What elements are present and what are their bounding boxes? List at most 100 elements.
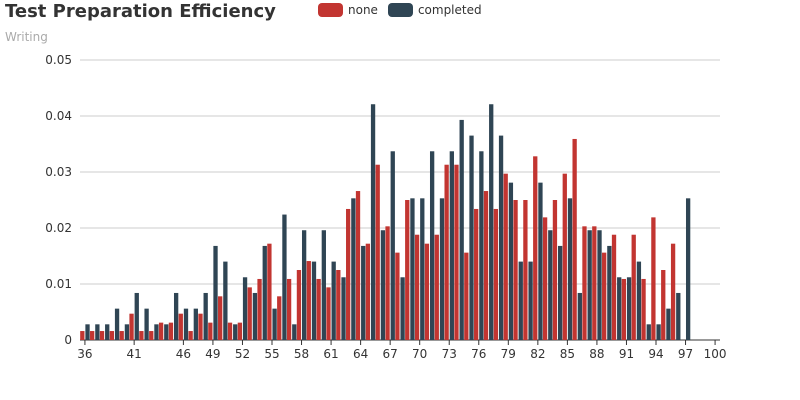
bar-none (149, 331, 154, 340)
bar-completed (173, 292, 179, 340)
x-tick-label: 79 (501, 347, 516, 361)
bar-completed (233, 324, 238, 340)
bar-none (493, 208, 499, 340)
bar-completed (124, 324, 130, 340)
legend-item-completed[interactable]: completed (387, 3, 482, 17)
x-tick-label: 41 (127, 347, 142, 361)
bar-none (316, 278, 321, 340)
y-tick-label: 0 (64, 333, 72, 347)
x-tick-label: 82 (530, 347, 545, 361)
bar-none (237, 322, 243, 340)
bar-completed (95, 324, 100, 340)
bar-none (257, 278, 262, 340)
bar-none (80, 331, 85, 340)
bar-completed (183, 308, 189, 340)
bar-none (582, 226, 587, 340)
bar-completed (301, 230, 307, 340)
bar-completed (380, 230, 386, 340)
bar-none (119, 331, 124, 340)
bar-none (592, 226, 597, 340)
bar-none (562, 173, 567, 340)
bar-completed (410, 198, 415, 340)
bar-completed (144, 308, 149, 340)
x-tick-label: 64 (353, 347, 368, 361)
bar-none (602, 252, 607, 340)
bar-none (405, 200, 410, 340)
bar-completed (587, 230, 592, 340)
bar-none (533, 156, 538, 340)
bar-completed (626, 277, 632, 340)
x-tick-label: 94 (648, 347, 663, 361)
bar-completed (292, 324, 297, 340)
bar-none (444, 164, 449, 340)
legend-label-completed: completed (417, 3, 482, 17)
x-tick-label: 91 (619, 347, 634, 361)
bar-none (651, 217, 656, 340)
bar-completed (498, 135, 504, 340)
bar-completed (656, 324, 661, 340)
bar-completed (557, 245, 563, 340)
bar-completed (361, 245, 366, 340)
bar-completed (685, 198, 691, 340)
bar-completed (607, 245, 612, 340)
bar-none (670, 243, 676, 340)
x-tick-label: 36 (77, 347, 92, 361)
y-tick-label: 0.04 (45, 109, 72, 123)
bar-none (129, 313, 134, 340)
legend-label-none: none (348, 3, 378, 17)
bar-none (631, 234, 636, 340)
bar-completed (567, 198, 573, 340)
x-tick-label: 100 (704, 347, 727, 361)
bar-none (365, 243, 371, 340)
bar-none (188, 331, 193, 340)
bar-completed (646, 324, 651, 340)
x-tick-label: 52 (235, 347, 250, 361)
bar-completed (577, 292, 582, 340)
bar-none (346, 208, 351, 340)
bar-completed (429, 151, 435, 340)
bar-completed (420, 198, 425, 340)
chart-subtitle: Writing (5, 30, 48, 44)
bar-none (139, 331, 144, 340)
bar-none (218, 296, 223, 340)
bar-completed (400, 277, 405, 340)
bar-completed (213, 245, 218, 340)
bar-completed (449, 151, 454, 340)
bar-none (208, 322, 213, 340)
bar-none (542, 217, 548, 340)
bar-none (434, 234, 439, 340)
bar-completed (351, 198, 356, 340)
x-tick-label: 61 (323, 347, 338, 361)
bar-none (464, 252, 469, 340)
bar-none (395, 252, 400, 340)
y-tick-label: 0.05 (45, 53, 72, 67)
bar-completed (459, 119, 464, 340)
bar-completed (508, 182, 514, 340)
bar-none (286, 278, 292, 340)
bar-completed (242, 277, 248, 340)
bar-completed (193, 308, 198, 340)
bar-none (513, 200, 518, 340)
bar-completed (262, 245, 267, 340)
chart-title: Test Preparation Efficiency (5, 1, 276, 22)
bar-none (503, 173, 508, 340)
bar-none (168, 322, 174, 340)
x-tick-label: 58 (294, 347, 309, 361)
bar-none (198, 313, 203, 340)
x-tick-label: 76 (471, 347, 486, 361)
legend-swatch-none (318, 3, 343, 17)
x-tick-label: 49 (205, 347, 220, 361)
bar-none (178, 313, 183, 340)
x-tick-label: 70 (412, 347, 427, 361)
bar-completed (341, 277, 346, 340)
bar-none (355, 191, 361, 340)
legend-item-none[interactable]: none (318, 3, 378, 17)
bar-completed (331, 261, 336, 340)
x-tick-label: 67 (383, 347, 398, 361)
bar-none (611, 234, 617, 340)
x-tick-label: 55 (264, 347, 279, 361)
y-tick-label: 0.03 (45, 165, 72, 179)
bar-none (247, 287, 252, 340)
x-tick-label: 46 (176, 347, 191, 361)
